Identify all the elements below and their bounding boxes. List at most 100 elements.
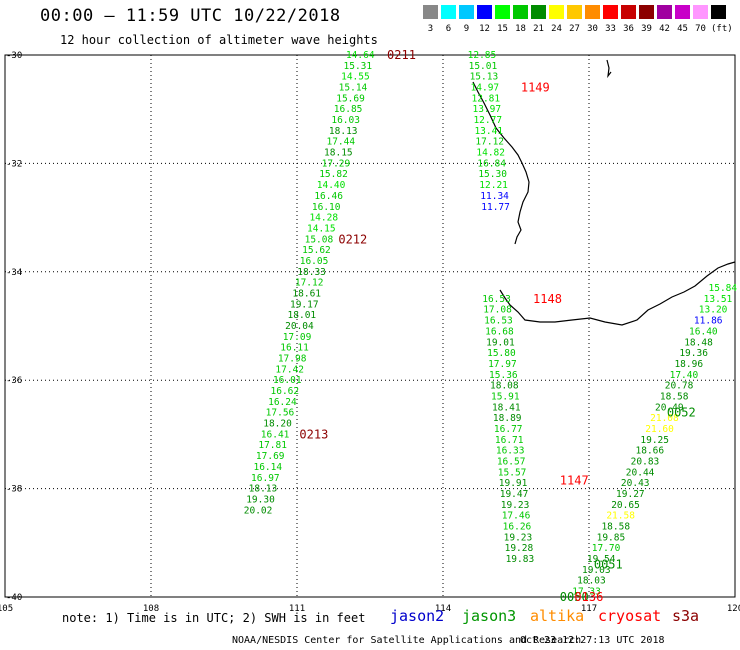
- wave-height-value: 16.97: [251, 473, 280, 484]
- wave-height-value: 17.70: [592, 543, 621, 554]
- wave-height-value: 16.57: [497, 457, 526, 468]
- legend-label: 3: [427, 24, 434, 34]
- wave-height-value: 18.41: [492, 402, 521, 413]
- legend-swatch: [459, 5, 474, 19]
- legend-swatch: [531, 5, 546, 19]
- legend-swatch: [477, 5, 492, 19]
- pass-time-label: 0052: [667, 406, 696, 420]
- wave-height-value: 21.60: [645, 424, 674, 435]
- satellite-name: cryosat: [598, 607, 662, 625]
- wave-height-value: 19.01: [486, 337, 515, 348]
- lon-tick-label: 111: [289, 604, 305, 614]
- wave-height-value: 17.69: [256, 451, 285, 462]
- pass-time-label: 1147: [560, 473, 589, 487]
- wave-height-value: 20.44: [626, 467, 655, 478]
- legend-label: 21: [533, 24, 544, 34]
- wave-height-value: 20.49: [655, 402, 684, 413]
- wave-height-value: 15.01: [469, 61, 498, 72]
- satellite-name: altika: [530, 607, 585, 625]
- satellite-name: jason2: [390, 607, 445, 625]
- wave-height-value: 16.41: [261, 429, 290, 440]
- wave-height-value: 20.83: [631, 457, 660, 468]
- legend-swatch: [441, 5, 456, 19]
- axis-labels: -30 -32 -34 -36 -38 -40105 108 111 114 117 120: [0, 51, 740, 614]
- wave-height-value: 18.01: [288, 310, 317, 321]
- legend-label: 30: [587, 24, 598, 34]
- legend-swatch: [657, 5, 672, 19]
- wave-height-value: 16.14: [253, 462, 282, 473]
- wave-height-value: 19.47: [500, 489, 529, 500]
- wave-height-value: 19.36: [679, 348, 708, 359]
- map-title: 00:00 – 11:59 UTC 10/22/2018: [40, 6, 341, 26]
- satellite-name: jason3: [462, 607, 517, 625]
- wave-height-value: 15.62: [302, 245, 331, 256]
- legend-swatch: [513, 5, 528, 19]
- wave-height-value: 19.17: [290, 299, 319, 310]
- pass-time-label: 0136: [574, 590, 603, 604]
- wave-height-value: 20.43: [621, 478, 650, 489]
- lon-tick-label: 105: [0, 604, 13, 614]
- wave-height-value: 18.58: [660, 391, 689, 402]
- wave-height-value: 19.03: [582, 565, 611, 576]
- pass-time-label: 0050: [560, 590, 589, 604]
- legend-label: 6: [445, 24, 452, 34]
- wave-height-value: 18.96: [674, 359, 703, 370]
- wave-height-value: 14.82: [476, 148, 505, 159]
- wave-height-value: 20.65: [611, 500, 640, 511]
- wave-height-value: 18.89: [493, 413, 522, 424]
- wave-height-value: 12.81: [472, 93, 501, 104]
- wave-height-value: 20.04: [285, 321, 314, 332]
- pass-time-label: 1148: [533, 292, 562, 306]
- wave-height-value: 16.24: [268, 397, 297, 408]
- credit-line: NOAA/NESDIS Center for Satellite Applica…: [232, 635, 582, 646]
- wave-height-value: 18.13: [329, 126, 358, 137]
- wave-height-value: 18.61: [292, 288, 321, 299]
- wave-height-value: 11.34: [480, 191, 509, 202]
- wave-height-value: 17.12: [295, 278, 324, 289]
- wave-height-value: 17.40: [670, 370, 699, 381]
- wave-height-value: 15.14: [339, 83, 368, 94]
- wave-height-value: 17.42: [275, 364, 304, 375]
- lon-tick-label: 117: [581, 604, 597, 614]
- wave-height-value: 16.03: [331, 115, 360, 126]
- wave-height-value: 17.81: [258, 440, 287, 451]
- wave-height-value: 18.03: [577, 576, 606, 587]
- wave-height-value: 11.86: [694, 316, 723, 327]
- wave-height-value: 17.46: [502, 511, 531, 522]
- pass-time-label: 0213: [299, 427, 328, 441]
- wave-height-value: 16.11: [280, 343, 309, 354]
- legend-label: 24: [551, 24, 562, 34]
- wave-height-value: 18.58: [601, 522, 630, 533]
- legend-label: 36: [623, 24, 634, 34]
- wave-height-value: 13.97: [472, 104, 501, 115]
- wave-height-value: 17.44: [326, 137, 355, 148]
- wave-height-value: 16.68: [485, 326, 514, 337]
- wave-height-value: 21.58: [606, 511, 635, 522]
- legend-swatch: [693, 5, 708, 19]
- wave-height-value: 17.09: [283, 332, 312, 343]
- lon-tick-label: 120: [727, 604, 740, 614]
- legend-label: 39: [641, 24, 652, 34]
- legend-label: (ft): [711, 24, 733, 34]
- wave-height-value: 15.08: [305, 234, 334, 245]
- wave-height-value: 17.98: [278, 354, 307, 365]
- wave-height-value: 15.30: [478, 169, 507, 180]
- lon-tick-label: 114: [435, 604, 451, 614]
- legend-swatch: [423, 5, 438, 19]
- wave-height-value: 18.13: [249, 484, 278, 495]
- legend-label: 9: [463, 24, 470, 34]
- wave-height-value: 15.91: [491, 391, 520, 402]
- legend-swatch: [549, 5, 564, 19]
- legend-swatch: [639, 5, 654, 19]
- legend-label: 45: [677, 24, 688, 34]
- legend-label: 12: [479, 24, 490, 34]
- wave-height-value: 17.29: [322, 158, 351, 169]
- legend-label: 70: [695, 24, 706, 34]
- wave-height-value: 20.02: [244, 505, 273, 516]
- wave-height-value: 16.05: [300, 256, 329, 267]
- wave-height-value: 16.62: [271, 386, 300, 397]
- wave-height-value: 15.80: [487, 348, 516, 359]
- generated-timestamp: Oct 23 12:27:13 UTC 2018: [520, 635, 665, 646]
- wave-height-value: 15.69: [336, 93, 365, 104]
